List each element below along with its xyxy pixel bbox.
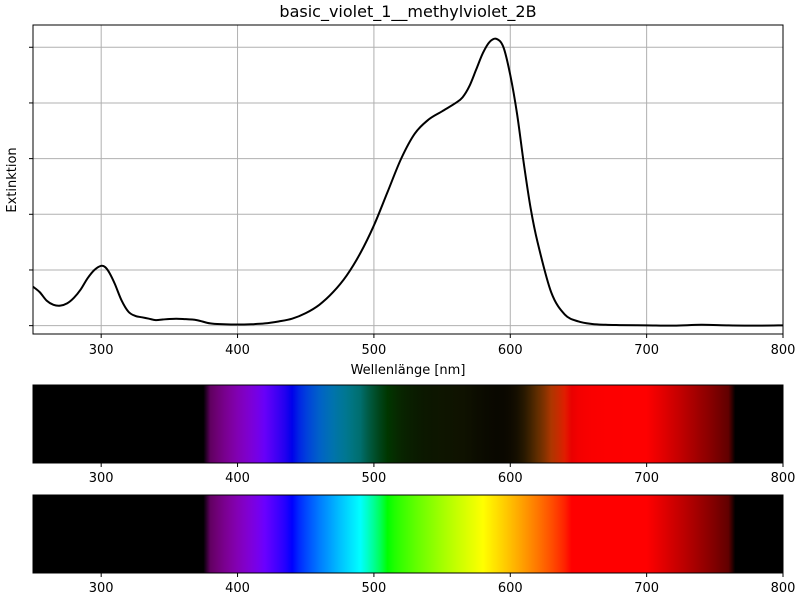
full-spectrum-bar: 300 400 500 600 700 800 <box>32 494 796 596</box>
spectrum-tick-label: 700 <box>634 581 659 596</box>
extinction-line <box>32 37 784 327</box>
spectrum-tick-label: 400 <box>225 471 250 486</box>
x-tick-label: 400 <box>225 343 250 358</box>
full-spectrum-gradient <box>33 495 783 573</box>
spectrum-tick-label: 800 <box>771 581 796 596</box>
chart-title: basic_violet_1__methylviolet_2B <box>279 2 536 22</box>
spectrum-tick-label: 600 <box>498 581 523 596</box>
spectrum-tick-label: 300 <box>89 581 114 596</box>
main-chart: basic_violet_1__methylviolet_2B 300 400 50… <box>5 2 795 378</box>
spectrum-tick-label: 700 <box>634 471 659 486</box>
spectrum-tick-label: 500 <box>361 471 386 486</box>
absorbed-spectrum-bar: 300 400 500 600 700 800 <box>32 384 796 486</box>
x-axis-label: Wellenlänge [nm] <box>351 363 466 378</box>
absorbed-spectrum-gradient <box>33 385 783 463</box>
spectrum-tick-label: 400 <box>225 581 250 596</box>
spectrum-tick-label: 500 <box>361 581 386 596</box>
spectrum-tick-label: 800 <box>771 471 796 486</box>
x-tick-label: 600 <box>498 343 523 358</box>
x-axis-ticks: 300 400 500 600 700 800 <box>89 334 796 358</box>
spectrum-tick-label: 300 <box>89 471 114 486</box>
full-spectrum-ticks: 300 400 500 600 700 800 <box>89 573 796 596</box>
x-tick-label: 800 <box>771 343 796 358</box>
y-axis-label: Extinktion <box>5 147 20 212</box>
plot-frame <box>32 24 784 335</box>
x-tick-label: 300 <box>89 343 114 358</box>
gridlines <box>33 25 784 334</box>
x-tick-label: 700 <box>634 343 659 358</box>
x-tick-label: 500 <box>361 343 386 358</box>
absorbed-spectrum-frame <box>32 384 784 464</box>
absorbed-spectrum-ticks: 300 400 500 600 700 800 <box>89 463 796 486</box>
full-spectrum-frame <box>32 494 784 574</box>
y-axis-ticks <box>29 46 33 327</box>
spectrum-tick-label: 600 <box>498 471 523 486</box>
